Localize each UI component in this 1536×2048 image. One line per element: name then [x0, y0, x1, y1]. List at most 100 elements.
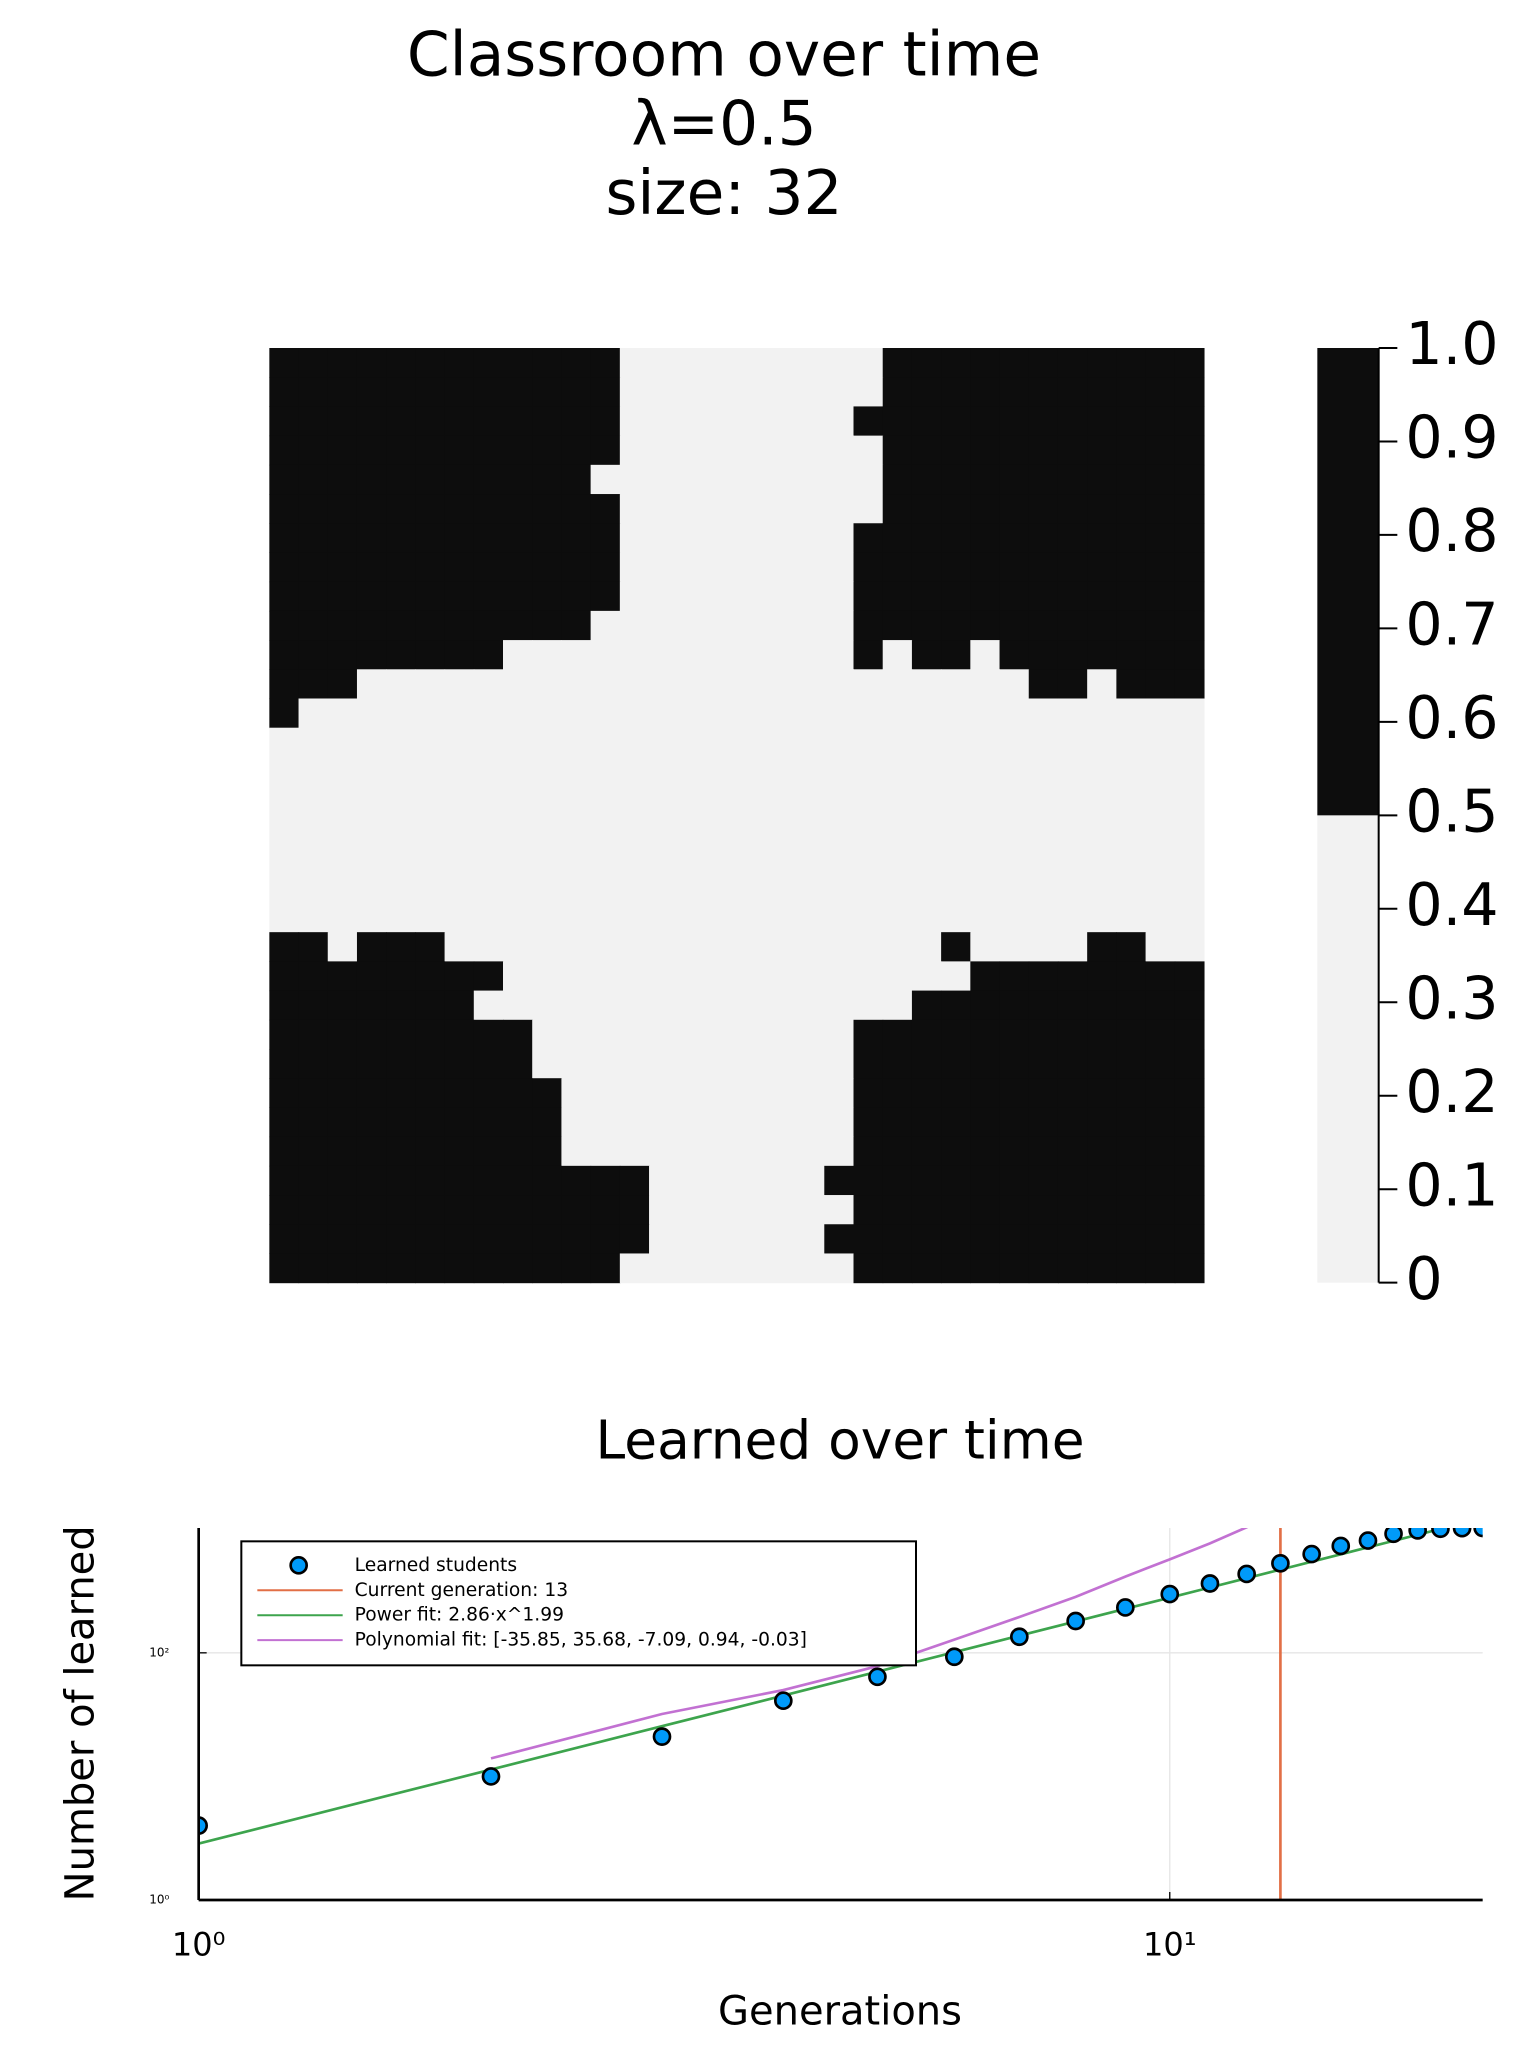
- heatmap-cell: [970, 961, 1001, 992]
- heatmap-cell: [269, 494, 300, 524]
- data-point: [1358, 1531, 1378, 1550]
- heatmap-cell: [824, 377, 855, 407]
- heatmap-cell: [386, 990, 416, 1021]
- heatmap-cell: [911, 523, 942, 553]
- heatmap-cell: [882, 581, 913, 612]
- heatmap-cell: [911, 844, 942, 875]
- heatmap-cell: [765, 1078, 796, 1108]
- heatmap-cell: [999, 961, 1030, 992]
- heatmap-cell: [999, 406, 1030, 437]
- heatmap-cell: [269, 902, 300, 933]
- heatmap-cell: [941, 610, 971, 641]
- heatmap-cell: [386, 1253, 416, 1284]
- heatmap-cell: [911, 698, 942, 729]
- heatmap-cell: [1057, 552, 1088, 583]
- heatmap-cell: [1057, 523, 1088, 553]
- heatmap-cell: [941, 727, 971, 758]
- heatmap-cell: [795, 902, 825, 933]
- heatmap-cell: [532, 902, 562, 933]
- heatmap-cell: [415, 844, 446, 875]
- heatmap-cell: [1174, 990, 1205, 1021]
- heatmap-cell: [649, 873, 679, 904]
- heatmap-cell: [649, 464, 679, 495]
- heatmap-cell: [999, 640, 1030, 670]
- heatmap-cell: [298, 581, 329, 612]
- heatmap-cell: [327, 610, 358, 641]
- heatmap-cell: [503, 377, 533, 407]
- heatmap-cell: [415, 961, 446, 992]
- heatmap-cell: [327, 640, 358, 670]
- y-tick-label: 10⁰: [149, 1893, 169, 1907]
- heatmap-cell: [1174, 640, 1205, 670]
- heatmap-cell: [765, 640, 796, 670]
- heatmap-cell: [386, 1107, 416, 1138]
- heatmap-cell: [269, 377, 300, 407]
- colorbar-tick-label: 0.7: [1405, 591, 1498, 659]
- heatmap-cell: [853, 1253, 884, 1284]
- heatmap-cell: [678, 552, 708, 583]
- heatmap-cell: [1174, 1107, 1205, 1138]
- heatmap-cell: [327, 552, 358, 583]
- heatmap-cell: [824, 844, 855, 875]
- heatmap-cell: [415, 1195, 446, 1225]
- heatmap-cell: [882, 1195, 913, 1225]
- heatmap-cell: [707, 815, 738, 846]
- heatmap-cell: [941, 464, 971, 495]
- heatmap-cell: [882, 815, 913, 846]
- heatmap-cell: [736, 786, 767, 816]
- heatmap-cell: [444, 494, 475, 524]
- heatmap-cell: [678, 377, 708, 407]
- heatmap-cell: [269, 1253, 300, 1284]
- heatmap-cell: [532, 464, 562, 495]
- heatmap-cell: [736, 1253, 767, 1284]
- heatmap-cell: [327, 1224, 358, 1254]
- heatmap-cell: [619, 494, 650, 524]
- heatmap-cell: [269, 523, 300, 553]
- heatmap-cell: [386, 961, 416, 992]
- heatmap-cell: [415, 494, 446, 524]
- heatmap-cell: [503, 464, 533, 495]
- heatmap-cell: [269, 1107, 300, 1138]
- heatmap-cell: [678, 1078, 708, 1108]
- heatmap-cell: [1028, 1165, 1059, 1196]
- heatmap-cell: [1116, 464, 1147, 495]
- heatmap-cell: [444, 669, 475, 700]
- heatmap-cell: [765, 581, 796, 612]
- heatmap-cell: [999, 669, 1030, 700]
- heatmap-cell: [532, 1136, 562, 1167]
- heatmap-cell: [765, 1195, 796, 1225]
- heatmap-cell: [298, 1107, 329, 1138]
- heatmap-cell: [356, 464, 387, 495]
- heatmap-cell: [1145, 1165, 1176, 1196]
- heatmap-cell: [999, 902, 1030, 933]
- heatmap-cell: [327, 1253, 358, 1284]
- heatmap-cell: [1116, 406, 1147, 437]
- heatmap-cell: [415, 756, 446, 787]
- heatmap-cell: [970, 932, 1001, 962]
- x-tick-label: 10¹: [1143, 1926, 1197, 1964]
- heatmap-cell: [1087, 1078, 1117, 1108]
- heatmap-cell: [1057, 815, 1088, 846]
- heatmap-cell: [678, 669, 708, 700]
- heatmap-cell: [649, 1195, 679, 1225]
- heatmap-cell: [503, 727, 533, 758]
- heatmap-cell: [532, 815, 562, 846]
- heatmap-cell: [911, 377, 942, 407]
- heatmap-cell: [678, 786, 708, 816]
- heatmap-cell: [795, 990, 825, 1021]
- heatmap-cell: [649, 756, 679, 787]
- heatmap-cell: [941, 1107, 971, 1138]
- heatmap-cell: [999, 581, 1030, 612]
- heatmap-cell: [707, 406, 738, 437]
- heatmap-cell: [1087, 873, 1117, 904]
- heatmap-cell: [356, 873, 387, 904]
- heatmap-cell: [619, 377, 650, 407]
- heatmap-cell: [795, 844, 825, 875]
- heatmap-cell: [736, 640, 767, 670]
- heatmap-cell: [590, 1019, 621, 1050]
- heatmap-cell: [824, 1078, 855, 1108]
- heatmap-cell: [678, 932, 708, 962]
- heatmap-cell: [736, 815, 767, 846]
- heatmap-cell: [327, 815, 358, 846]
- heatmap-cell: [503, 1019, 533, 1050]
